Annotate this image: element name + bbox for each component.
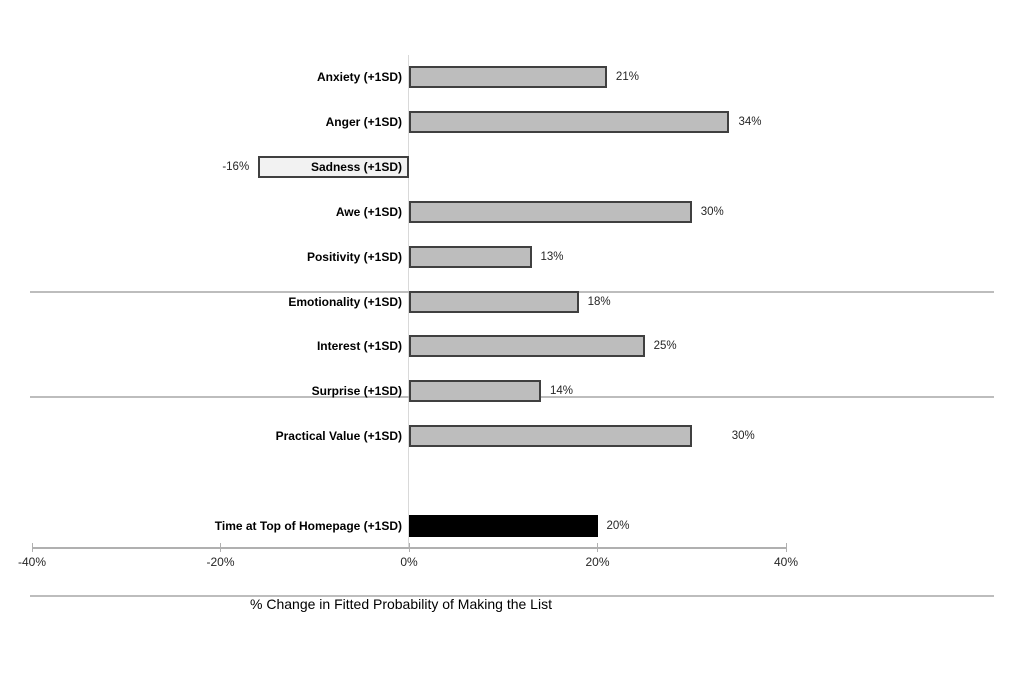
value-label: 20% (606, 519, 630, 532)
x-axis-title: % Change in Fitted Probability of Making… (250, 596, 552, 612)
category-label: Anger (+1SD) (325, 115, 402, 130)
bar (409, 290, 579, 313)
bar (258, 156, 409, 179)
value-label: 21% (615, 71, 639, 84)
category-label: Interest (+1SD) (316, 339, 402, 354)
x-axis-tick-label: -20% (206, 555, 235, 569)
x-axis-tick (408, 543, 410, 552)
value-label: 30% (731, 429, 755, 442)
x-axis-tick (31, 543, 33, 552)
category-label: Anxiety (+1SD) (316, 70, 402, 85)
bar (409, 66, 607, 89)
bar (409, 111, 730, 134)
x-axis-tick-label: 0% (400, 555, 418, 569)
category-label: Positivity (+1SD) (306, 249, 402, 264)
bar (409, 245, 532, 268)
x-axis-tick (220, 543, 221, 552)
value-label: -16% (222, 161, 250, 174)
bar (409, 380, 541, 403)
bar (409, 514, 598, 537)
x-axis-tick-label: 40% (773, 555, 799, 569)
value-label: 25% (653, 340, 677, 353)
bar (409, 424, 692, 447)
value-label: 30% (700, 205, 724, 218)
category-label: Practical Value (+1SD) (275, 428, 402, 443)
value-label: 34% (738, 116, 762, 129)
x-axis-tick-label: -40% (17, 555, 46, 569)
x-axis-tick (597, 543, 598, 552)
zero-gridline (408, 55, 409, 548)
value-label: 18% (587, 295, 611, 308)
bar (409, 200, 692, 223)
category-label: Awe (+1SD) (335, 204, 402, 219)
category-label: Sadness (+1SD) (310, 160, 402, 175)
x-axis-tick-label: 20% (585, 555, 610, 569)
value-label: 14% (549, 385, 573, 398)
category-label: Surprise (+1SD) (311, 384, 402, 399)
separator-line (30, 595, 994, 597)
category-label: Time at Top of Homepage (+1SD) (214, 518, 402, 533)
x-axis-tick (785, 543, 787, 552)
category-label: Emotionality (+1SD) (288, 294, 402, 309)
value-label: 13% (540, 250, 564, 263)
bar (409, 335, 645, 358)
